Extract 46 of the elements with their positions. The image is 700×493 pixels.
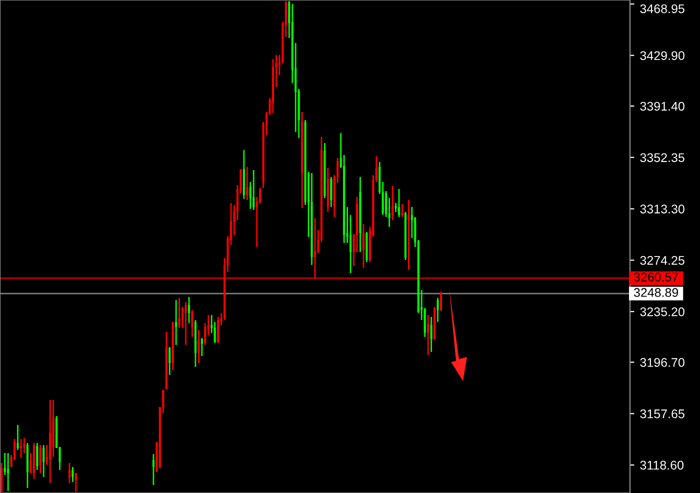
candlestick	[392, 185, 394, 221]
candlestick	[314, 217, 316, 279]
candlestick	[0, 462, 3, 493]
candlestick	[408, 199, 410, 271]
candlestick	[246, 166, 248, 201]
candlestick	[191, 309, 194, 338]
candlestick	[398, 188, 400, 218]
ref-line-label: 3248.89	[634, 288, 678, 297]
candlestick	[200, 337, 203, 357]
candlestick	[436, 297, 439, 323]
y-tick-label: 3196.70	[640, 358, 684, 367]
candlestick	[152, 453, 154, 486]
y-tick-label: 3352.35	[640, 153, 684, 162]
candlestick	[401, 203, 404, 218]
ref-line-label: 3260.57	[634, 272, 678, 282]
candlestick	[362, 223, 364, 269]
y-tick-label: 3118.60	[640, 460, 684, 470]
candlestick	[36, 442, 38, 471]
y-tick-label: 3391.40	[640, 102, 684, 111]
candlestick	[68, 462, 70, 484]
candlestick	[217, 316, 220, 344]
y-tick-label: 3313.30	[640, 204, 684, 214]
candlestick	[42, 444, 45, 478]
candlestick	[252, 169, 255, 211]
candlestick	[175, 299, 178, 346]
candlestick	[20, 438, 22, 459]
y-tick-label: 3274.25	[640, 256, 684, 265]
candlestick	[440, 291, 442, 312]
candlestick	[198, 329, 200, 364]
y-tick-label: 3157.65	[640, 409, 684, 418]
candlestick	[430, 316, 432, 353]
candlestick	[178, 297, 180, 329]
candlestick	[23, 437, 26, 454]
candlestick	[184, 301, 187, 346]
candlestick	[39, 444, 42, 474]
candlestick	[168, 346, 171, 376]
candlestick	[72, 466, 74, 483]
candlestick	[16, 424, 19, 451]
y-tick-label: 3429.90	[640, 51, 684, 60]
candlestick	[427, 314, 430, 356]
y-tick-label: 3468.95	[640, 4, 684, 14]
candlestick	[7, 452, 10, 492]
candlestick	[330, 176, 332, 208]
candlestick	[74, 472, 77, 493]
y-tick-label: 3235.20	[640, 307, 684, 316]
candlestick	[188, 296, 190, 324]
